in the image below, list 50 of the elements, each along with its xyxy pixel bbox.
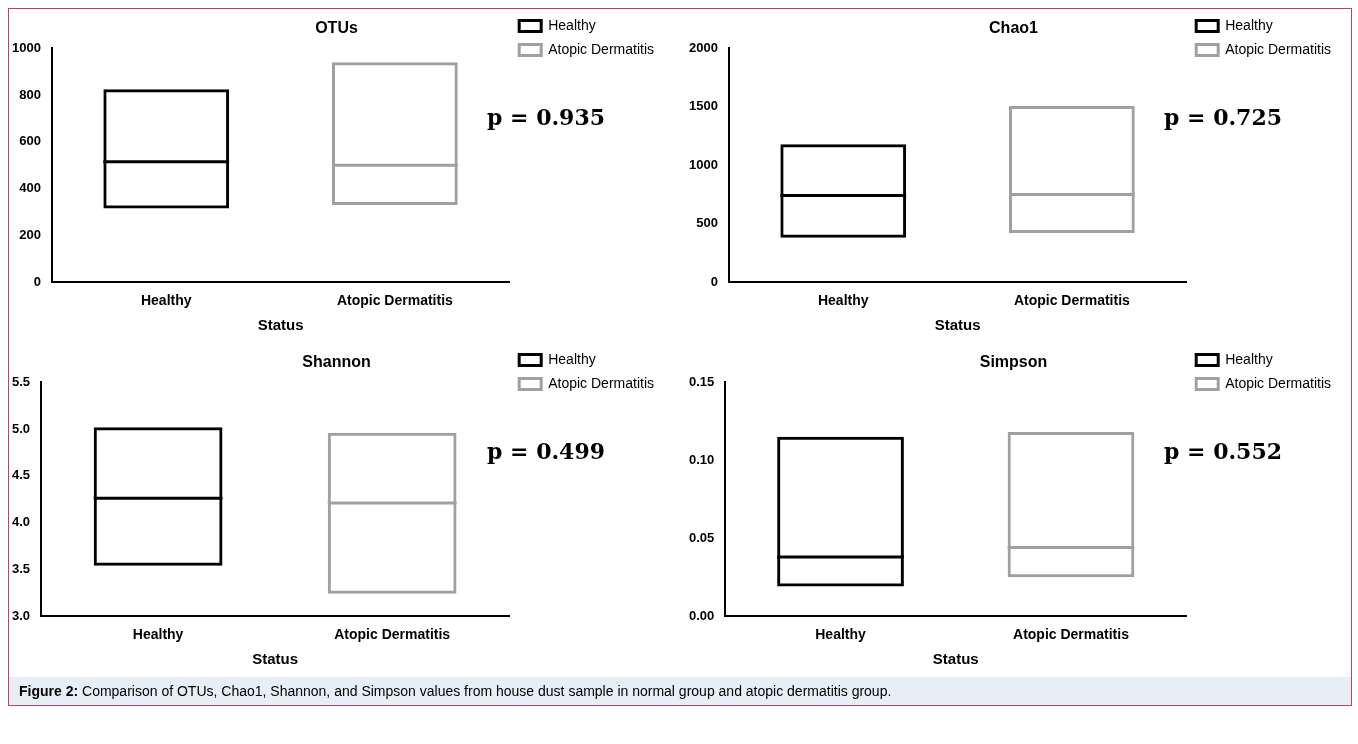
y-tick-label: 4.0 <box>11 514 31 530</box>
chart-title: OTUs <box>315 19 358 37</box>
y-tick-label: 2000 <box>689 39 718 55</box>
y-tick-label: 0 <box>33 273 41 289</box>
x-tick-label: Atopic Dermatitis <box>1013 626 1130 643</box>
y-tick-label: 800 <box>19 86 41 102</box>
annotation: p = 0.552 <box>1164 438 1283 464</box>
x-axis-title: Status <box>932 650 979 668</box>
y-tick-label: 4.5 <box>11 467 31 483</box>
y-tick-label: 600 <box>19 133 41 149</box>
annotation: p = 0.725 <box>1164 104 1283 130</box>
y-tick-label: 3.5 <box>11 560 31 576</box>
chart-title: Chao1 <box>989 19 1039 37</box>
legend-label: Healthy <box>1225 16 1273 33</box>
annotation: p = 0.499 <box>487 438 606 464</box>
x-tick-label: Healthy <box>815 626 867 643</box>
x-tick-label: Atopic Dermatitis <box>1013 292 1131 309</box>
x-tick-label: Atopic Dermatitis <box>336 292 454 309</box>
chart-title: Simpson <box>979 353 1048 371</box>
x-axis-title: Status <box>257 316 304 334</box>
chart-title: Shannon <box>302 353 371 371</box>
y-tick-label: 5.0 <box>11 420 31 436</box>
y-tick-label: 0 <box>710 273 718 289</box>
x-tick-label: Healthy <box>817 292 869 309</box>
y-tick-label: 3.0 <box>11 607 31 623</box>
y-tick-label: 1500 <box>689 98 718 114</box>
x-tick-label: Atopic Dermatitis <box>334 626 451 643</box>
y-tick-label: 200 <box>19 226 41 242</box>
y-tick-label: 0.10 <box>688 451 715 467</box>
legend-label: Healthy <box>548 16 596 33</box>
legend-label: Atopic Dermatitis <box>548 374 655 391</box>
x-tick-label: Healthy <box>132 626 184 643</box>
annotation: p = 0.935 <box>487 104 606 130</box>
legend-label: Healthy <box>1225 350 1273 367</box>
x-axis-title: Status <box>934 316 981 334</box>
y-tick-label: 1000 <box>12 39 41 55</box>
x-tick-label: Healthy <box>140 292 192 309</box>
legend-label: Healthy <box>548 350 596 367</box>
caption: Figure 2: Comparison of OTUs, Chao1, Shannon, and Simpson values from house dust sample in normal group and atopic dermatitis group. <box>19 683 893 699</box>
legend-label: Atopic Dermatitis <box>548 40 655 57</box>
y-tick-label: 0.00 <box>688 607 715 623</box>
x-axis-title: Status <box>252 650 299 668</box>
y-tick-label: 1000 <box>689 156 718 172</box>
y-tick-label: 5.5 <box>11 373 31 389</box>
legend-label: Atopic Dermatitis <box>1225 374 1332 391</box>
y-tick-label: 0.05 <box>688 529 715 545</box>
legend-label: Atopic Dermatitis <box>1225 40 1332 57</box>
y-tick-label: 400 <box>19 180 41 196</box>
y-tick-label: 500 <box>696 215 718 231</box>
y-tick-label: 0.15 <box>688 373 715 389</box>
